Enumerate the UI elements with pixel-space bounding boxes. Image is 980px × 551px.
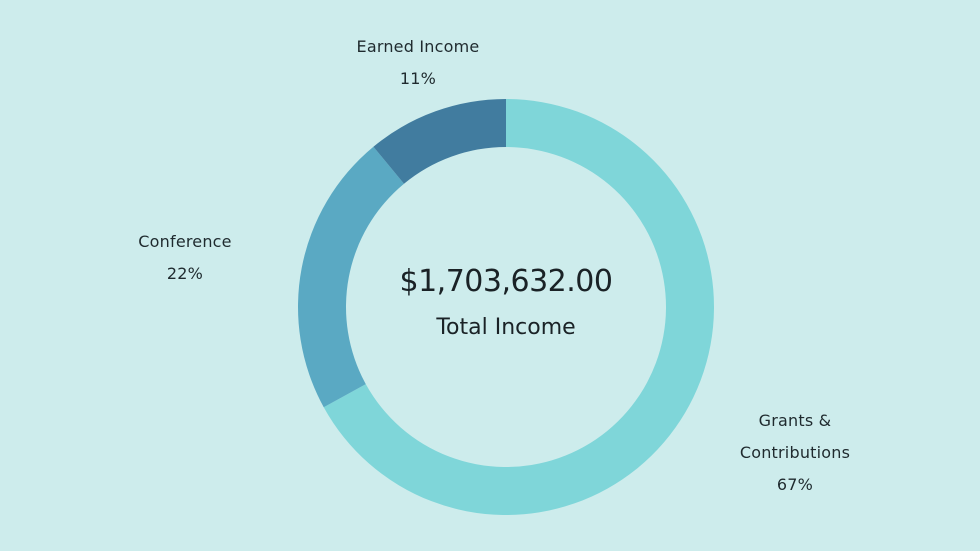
donut-slice-earned-income	[373, 99, 506, 184]
total-caption: Total Income	[436, 315, 576, 340]
donut-slice-conference	[298, 146, 405, 408]
slice-name-grants-line1: Grants &	[758, 411, 832, 430]
total-value: $1,703,632.00	[399, 264, 613, 299]
slice-label-earned-income: Earned Income 11%	[348, 31, 488, 95]
slice-label-conference: Conference 22%	[118, 226, 252, 290]
slice-name-earned-income: Earned Income	[356, 37, 480, 56]
slice-percent-grants-contributions: 67%	[776, 475, 814, 494]
donut-center: $1,703,632.00 Total Income	[356, 262, 656, 342]
slice-name-grants-line2: Contributions	[739, 443, 851, 462]
slice-name-conference: Conference	[138, 232, 232, 251]
slice-percent-conference: 22%	[166, 264, 204, 283]
slice-label-grants-contributions: Grants & Contributions 67%	[725, 405, 865, 501]
slice-percent-earned-income: 11%	[399, 69, 437, 88]
